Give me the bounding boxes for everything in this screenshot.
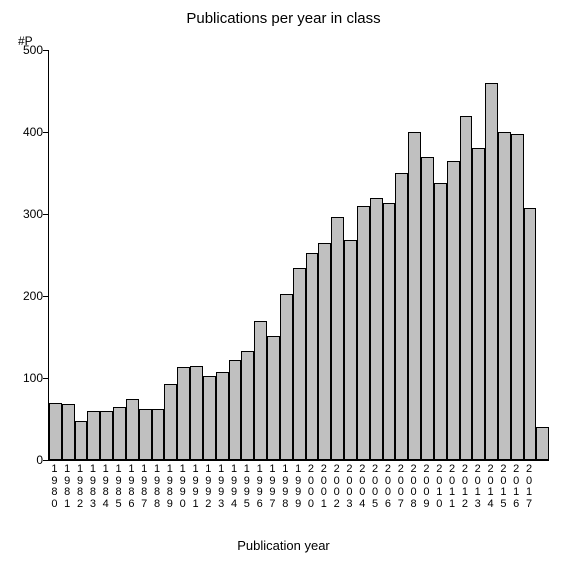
x-tick-label: 1986 <box>125 464 138 510</box>
bar <box>75 421 88 460</box>
bar <box>485 83 498 460</box>
bar <box>524 208 537 460</box>
bar <box>280 294 293 460</box>
bar <box>306 253 319 460</box>
bar <box>139 409 152 460</box>
x-tick-label: 2014 <box>484 464 497 510</box>
bar <box>447 161 460 460</box>
bar <box>49 403 62 460</box>
bar <box>395 173 408 460</box>
bar <box>241 351 254 460</box>
bar <box>511 134 524 460</box>
bar <box>126 399 139 461</box>
x-tick-label: 1994 <box>228 464 241 510</box>
bar <box>460 116 473 460</box>
bar <box>190 366 203 460</box>
bar <box>498 132 511 460</box>
x-tick-label: 2006 <box>382 464 395 510</box>
bar <box>229 360 242 460</box>
x-tick-label: 2015 <box>497 464 510 510</box>
bar <box>370 198 383 460</box>
chart-container: Publications per year in class #P 010020… <box>0 0 567 567</box>
x-tick-label: 2016 <box>510 464 523 510</box>
bar <box>216 372 229 460</box>
bar <box>536 427 549 460</box>
x-tick-label: 1999 <box>292 464 305 510</box>
x-tick-label: 2010 <box>433 464 446 510</box>
x-tick-label: 1996 <box>253 464 266 510</box>
bar <box>357 206 370 460</box>
bars-group <box>49 50 549 460</box>
bar <box>100 411 113 460</box>
x-tick-label: 1984 <box>99 464 112 510</box>
x-axis-label: Publication year <box>0 538 567 553</box>
x-tick-label: 1985 <box>112 464 125 510</box>
x-tick-label: 2001 <box>317 464 330 510</box>
bar <box>254 321 267 460</box>
x-tick-label: 1989 <box>163 464 176 510</box>
bar <box>408 132 421 460</box>
bar <box>267 336 280 460</box>
bar <box>177 367 190 460</box>
x-tick-label: 1995 <box>240 464 253 510</box>
x-tick-label: 2003 <box>343 464 356 510</box>
plot-area <box>48 50 549 461</box>
chart-title: Publications per year in class <box>0 10 567 27</box>
bar <box>331 217 344 460</box>
x-tick-label: 1980 <box>48 464 61 510</box>
y-tick-label: 200 <box>23 289 43 303</box>
bar <box>421 157 434 460</box>
bar <box>87 411 100 460</box>
x-tick-label: 1987 <box>138 464 151 510</box>
x-tick-label: 2013 <box>471 464 484 510</box>
x-tick-label: 1997 <box>266 464 279 510</box>
x-tick-label: 1988 <box>151 464 164 510</box>
y-tick-label: 400 <box>23 125 43 139</box>
x-tick-label: 2017 <box>523 464 536 510</box>
bar <box>344 240 357 460</box>
y-tick-label: 300 <box>23 207 43 221</box>
y-tick-label: 100 <box>23 371 43 385</box>
x-tick-label: 2005 <box>369 464 382 510</box>
x-tick-label: 1991 <box>189 464 202 510</box>
x-tick-label: 1992 <box>202 464 215 510</box>
x-tick-label: 2012 <box>459 464 472 510</box>
x-tick-label: 2004 <box>356 464 369 510</box>
bar <box>113 407 126 460</box>
x-labels-group: 1980198119821983198419851986198719881989… <box>48 464 548 510</box>
bar <box>62 404 75 460</box>
x-tick-label: 1981 <box>61 464 74 510</box>
x-tick-label <box>535 464 548 510</box>
bar <box>164 384 177 460</box>
bar <box>152 409 165 460</box>
y-tick-label: 500 <box>23 43 43 57</box>
x-tick-label: 1990 <box>176 464 189 510</box>
x-tick-label: 2007 <box>394 464 407 510</box>
bar <box>383 203 396 460</box>
x-tick-label: 2000 <box>305 464 318 510</box>
x-tick-label: 1998 <box>279 464 292 510</box>
y-tick-label: 0 <box>36 453 43 467</box>
x-tick-label: 1993 <box>215 464 228 510</box>
x-tick-label: 2002 <box>330 464 343 510</box>
bar <box>318 243 331 460</box>
bar <box>203 376 216 460</box>
bar <box>293 268 306 460</box>
bar <box>472 148 485 460</box>
x-tick-label: 1982 <box>74 464 87 510</box>
x-tick-label: 2008 <box>407 464 420 510</box>
x-tick-label: 2009 <box>420 464 433 510</box>
x-tick-label: 1983 <box>86 464 99 510</box>
x-tick-label: 2011 <box>446 464 459 510</box>
bar <box>434 183 447 460</box>
